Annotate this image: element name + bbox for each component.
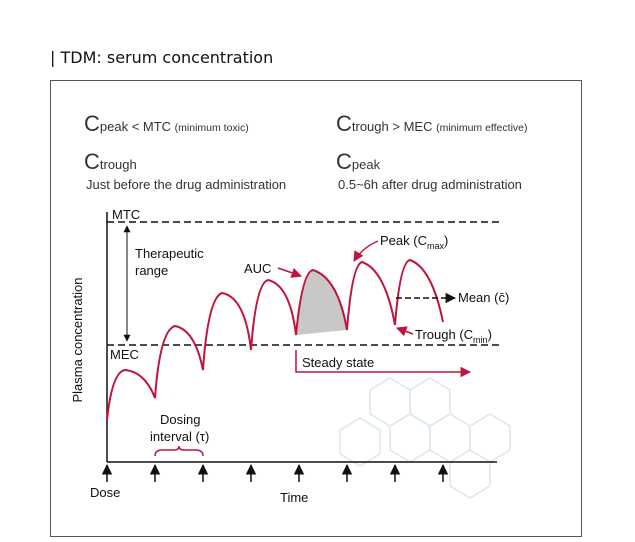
label: MEC (110, 347, 139, 362)
dose-arrows (101, 463, 449, 482)
note: Ctrough > MEC (minimum effective) (336, 111, 528, 136)
frame (50, 80, 582, 537)
label: interval (τ) (150, 429, 209, 444)
note-desc: 0.5~6h after drug administration (338, 177, 522, 192)
label: Dosing (160, 412, 200, 427)
y-label: Plasma concentration (70, 277, 85, 402)
interval-bracket (154, 445, 204, 457)
auc-area (296, 270, 347, 335)
note: Cpeak < MTC (minimum toxic) (84, 111, 249, 136)
label: Trough (Cmin) (415, 327, 492, 345)
arrow (353, 240, 379, 262)
label: Peak (Cmax) (380, 233, 448, 251)
note-desc: Just before the drug administration (86, 177, 286, 192)
label: AUC (244, 261, 271, 276)
note: Cpeak (336, 149, 381, 174)
concentration-curve (106, 258, 444, 421)
arrow (396, 326, 414, 337)
notes: Cpeak < MTC (minimum toxic) Ctrough > ME… (84, 111, 528, 192)
label: Mean (c̄) (458, 290, 509, 305)
x-label: Time (280, 490, 308, 505)
steady-arrow (295, 350, 472, 378)
diagram: MTC MEC Plasma concentration Therapeutic… (70, 207, 509, 505)
arrow (277, 267, 302, 278)
title: | TDM: serum concentration (50, 48, 273, 67)
note: Ctrough (84, 149, 137, 174)
hex-decoration (339, 377, 511, 499)
label: Steady state (302, 355, 374, 370)
label: range (135, 263, 168, 278)
label: Therapeutic (135, 246, 204, 261)
label: MTC (112, 207, 140, 222)
label: Dose (90, 485, 120, 500)
